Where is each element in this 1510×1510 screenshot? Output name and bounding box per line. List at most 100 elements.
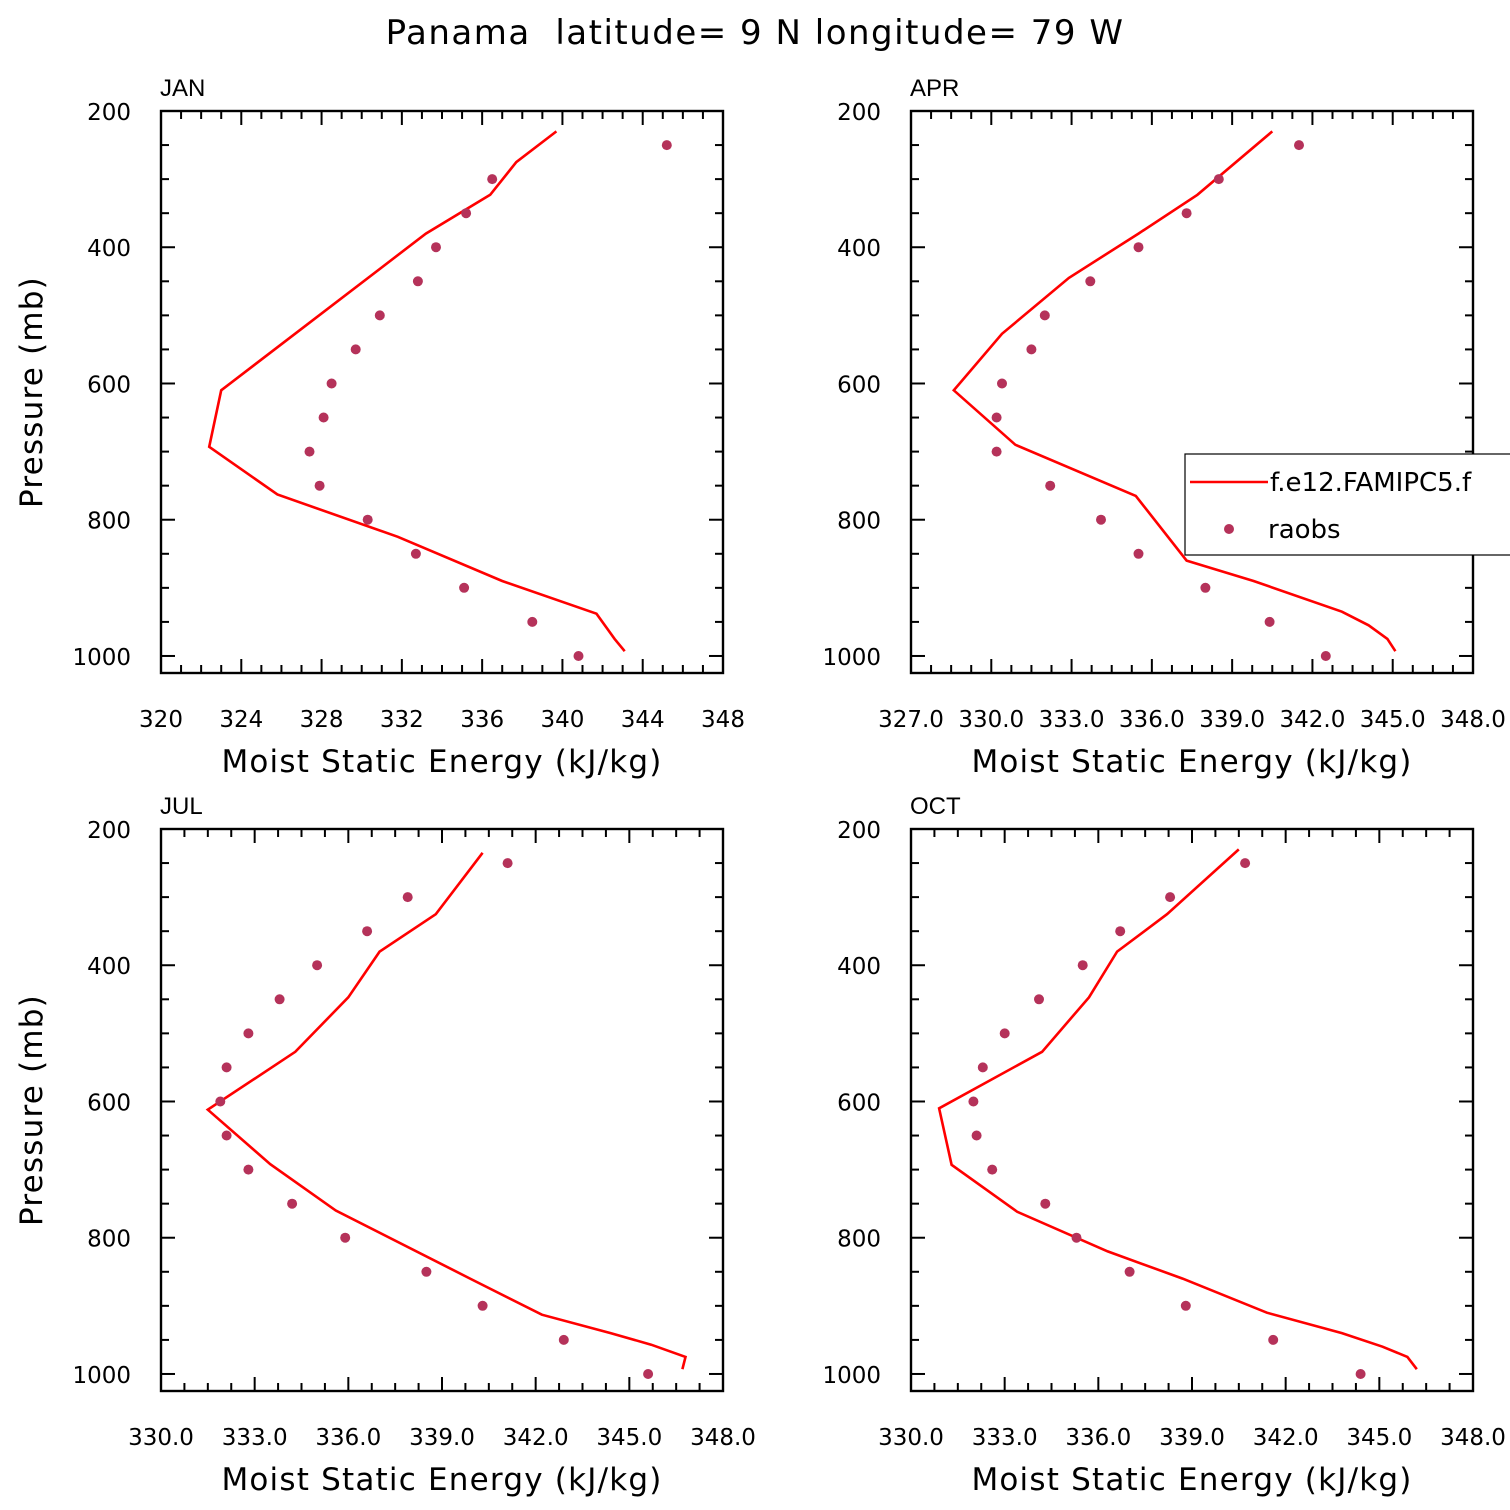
raobs-point <box>461 208 472 219</box>
x-tick-label: 330.0 <box>128 1425 194 1451</box>
raobs-point <box>1096 514 1106 525</box>
raobs-point <box>1355 1369 1366 1379</box>
raobs-point <box>971 1130 982 1141</box>
raobs-point <box>274 994 285 1005</box>
y-tick-label: 200 <box>837 100 881 126</box>
y-tick-label: 200 <box>87 818 131 844</box>
x-tick-label: 333.0 <box>972 1425 1038 1451</box>
panel-oct: OCT 330.0 333.0 336.0 339.0 342.0 345.0 348.0 20… <box>822 793 1505 1498</box>
plot-frame <box>909 109 1475 675</box>
x-tick-label: 342.0 <box>1253 1425 1319 1451</box>
raobs-point <box>1264 616 1275 627</box>
x-axis-title: Moist Static Energy (kJ/kg) <box>971 744 1412 780</box>
raobs-point <box>1240 858 1251 869</box>
plot-frame <box>159 109 725 675</box>
legend: f.e12.FAMIPC5.f raobs <box>1184 453 1510 556</box>
raobs-point <box>1077 960 1088 971</box>
x-tick-label: 340 <box>540 707 584 733</box>
y-tick-label: 800 <box>87 1227 131 1253</box>
raobs-point <box>287 1198 298 1209</box>
y-tick-label: 400 <box>87 236 131 262</box>
y-tick-label: 1000 <box>822 645 881 671</box>
raobs-point <box>643 1369 654 1379</box>
raobs-point <box>1181 208 1192 219</box>
model-profile-line <box>937 848 1418 1370</box>
y-tick-label: 600 <box>837 1090 881 1116</box>
raobs-point <box>350 344 361 355</box>
raobs-point <box>487 174 498 185</box>
raobs-point <box>1124 1266 1135 1277</box>
raobs-point <box>431 242 441 253</box>
raobs-point <box>999 1028 1010 1039</box>
raobs-point <box>1085 276 1096 287</box>
raobs-point <box>1034 994 1044 1005</box>
raobs-point <box>991 446 1002 457</box>
raobs-point <box>362 514 373 525</box>
x-tick-label: 330.0 <box>878 1425 944 1451</box>
y-axis-title: Pressure (mb) <box>14 276 50 508</box>
panel-label-oct: OCT <box>910 793 961 820</box>
plot-frame <box>159 827 725 1393</box>
raobs-point <box>459 582 470 593</box>
x-tick-label: 336.0 <box>315 1425 381 1451</box>
x-axis-title: Moist Static Energy (kJ/kg) <box>221 1462 662 1498</box>
x-tick-label: 345.0 <box>1346 1425 1412 1451</box>
raobs-point <box>558 1334 569 1345</box>
raobs-point <box>243 1028 254 1039</box>
raobs-point <box>987 1164 998 1175</box>
x-tick-label: 324 <box>219 707 263 733</box>
x-tick-label: 333.0 <box>222 1425 288 1451</box>
y-tick-label: 800 <box>837 509 881 535</box>
y-tick-label: 200 <box>87 100 131 126</box>
y-tick-label: 1000 <box>72 1363 131 1389</box>
x-tick-label: 348.0 <box>1440 707 1506 733</box>
raobs-point <box>1200 582 1211 593</box>
y-tick-label: 400 <box>87 954 131 980</box>
raobs-point <box>1071 1232 1082 1243</box>
raobs-point <box>304 446 315 457</box>
raobs-point <box>1133 242 1144 253</box>
raobs-point <box>1026 344 1037 355</box>
panel-label-jul: JUL <box>160 793 203 820</box>
x-tick-label: 342.0 <box>1279 707 1345 733</box>
x-tick-label: 339.0 <box>409 1425 475 1451</box>
x-tick-label: 336 <box>460 707 504 733</box>
x-tick-label: 339.0 <box>1199 707 1265 733</box>
x-tick-label: 344 <box>621 707 665 733</box>
y-tick-label: 600 <box>87 1090 131 1116</box>
x-tick-label: 348 <box>701 707 745 733</box>
figure-title: Panama latitude= 9 N longitude= 79 W <box>386 13 1125 53</box>
legend-model-label: f.e12.FAMIPC5.f <box>1270 468 1472 498</box>
model-profile-line <box>951 130 1397 652</box>
raobs-point <box>410 548 421 559</box>
raobs-point <box>1213 174 1224 185</box>
raobs-point <box>221 1062 232 1073</box>
plot-frame <box>909 827 1475 1393</box>
y-tick-label: 800 <box>87 509 131 535</box>
raobs-point <box>374 310 385 321</box>
x-tick-label: 342.0 <box>503 1425 569 1451</box>
legend-obs-label: raobs <box>1268 515 1341 545</box>
raobs-point <box>1294 140 1304 151</box>
panel-apr: APR 327.0 330.0 333.0 336.0 339.0 342.0 345.0 34… <box>822 75 1505 780</box>
x-tick-label: 339.0 <box>1159 1425 1225 1451</box>
raobs-point <box>968 1096 979 1107</box>
raobs-point <box>243 1164 254 1175</box>
raobs-point <box>402 892 413 903</box>
raobs-point <box>1040 1198 1051 1209</box>
raobs-point <box>1165 892 1176 903</box>
y-tick-label: 1000 <box>72 645 131 671</box>
panel-label-jan: JAN <box>160 75 205 102</box>
x-tick-label: 336.0 <box>1119 707 1185 733</box>
panel-jul: JUL 330.0 333.0 336.0 339.0 342.0 345.0 348.0 20… <box>14 793 756 1498</box>
raobs-point <box>573 651 584 661</box>
x-tick-label: 330.0 <box>958 707 1024 733</box>
raobs-point <box>314 480 325 491</box>
x-axis-title: Moist Static Energy (kJ/kg) <box>221 744 662 780</box>
x-tick-label: 348.0 <box>690 1425 756 1451</box>
raobs-point <box>318 412 329 423</box>
raobs-point <box>527 616 538 627</box>
x-tick-label: 320 <box>139 707 183 733</box>
raobs-point <box>991 412 1002 423</box>
y-axis-title: Pressure (mb) <box>14 994 50 1226</box>
